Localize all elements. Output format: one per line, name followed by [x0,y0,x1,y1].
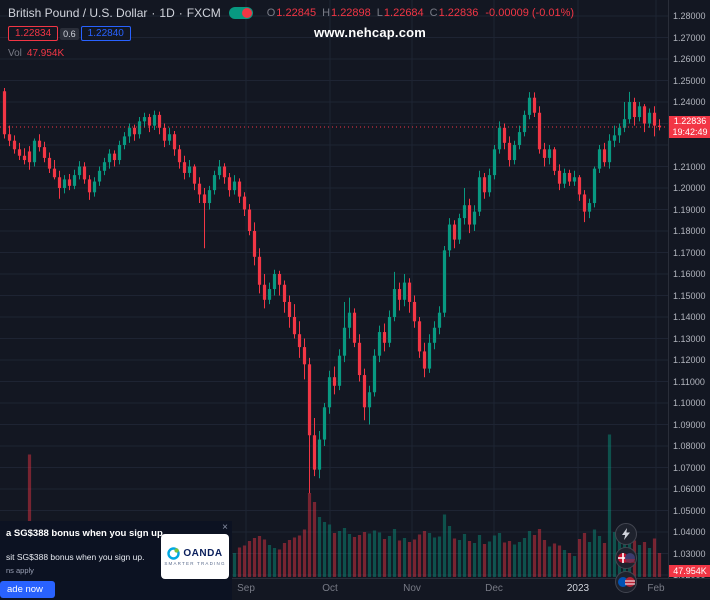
price-axis-label: 1.10000 [673,398,706,408]
ad-brand-name: OANDA [183,548,223,559]
price-axis-label: 1.18000 [673,226,706,236]
price-axis-label: 1.20000 [673,183,706,193]
gbpusd-flags-icon [617,553,635,563]
time-axis-label: Feb [647,583,665,594]
price-axis-label: 1.27000 [673,32,706,43]
separator: · [151,6,156,20]
spread-label: 0.6 [60,27,79,40]
bar-countdown: 19:42:49 [672,127,708,138]
watermark-url: www.nehcap.com [313,25,427,40]
price-axis-label: 1.04000 [673,527,706,537]
ad-banner: × a SG$388 bonus when you sign up. sit S… [0,521,232,600]
volume-readout: Vol 47.954K [8,48,574,59]
price-axis-label: 1.06000 [673,484,706,494]
toggle-knob-icon [241,8,252,18]
price-axis-label: 1.09000 [673,419,706,430]
high-label: H [322,7,331,19]
lightning-icon [622,528,630,540]
time-axis-label: Nov [403,583,421,594]
symbol-flags-button[interactable] [615,547,637,569]
separator: · [178,6,183,20]
eurusd-flags-icon [617,577,635,587]
ad-subtext: sit SG$388 bonus when you sign up. [6,552,145,562]
change-value: -0.00009 (-0.01%) [485,7,575,19]
symbol-flags-button-2[interactable] [615,571,637,593]
interval-label[interactable]: 1D [159,6,175,20]
low-value: 1.22684 [383,7,424,19]
price-axis-label: 1.16000 [673,269,706,279]
time-axis-label: Oct [322,583,338,594]
sell-bid-button[interactable]: 1.22834 [8,26,59,41]
close-label: C [429,7,438,19]
price-axis-label: 1.19000 [673,204,706,215]
ohlc-readout: O 1.22845 H 1.22898 L 1.22684 C 1.22836 -0.0… [261,7,574,19]
open-value: 1.22845 [276,7,317,19]
open-label: O [266,7,276,19]
price-axis[interactable]: 1.22836 19:42:49 47.954K 1.28000 1.27000 1… [668,0,710,580]
exchange-label[interactable]: FXCM [186,6,221,20]
price-axis-label: 1.08000 [673,441,706,451]
ad-headline: a SG$388 bonus when you sign up. [6,528,166,539]
price-axis-label: 1.12000 [673,355,706,365]
close-value: 1.22836 [438,7,479,19]
price-axis-label: 1.14000 [673,312,706,322]
low-label: L [376,7,383,19]
floating-buttons [615,523,637,593]
chart-legend: British Pound / U.S. Dollar · 1D · FXCM … [8,6,574,59]
time-axis-label: Sep [237,583,255,594]
close-icon[interactable]: × [222,522,228,533]
price-axis-label: 1.24000 [673,97,706,107]
price-axis-label: 1.21000 [673,161,706,172]
price-axis-label: 1.15000 [673,290,706,301]
price-axis-label: 1.07000 [673,462,706,473]
ad-brand-tagline: SMARTER TRADING [164,561,226,566]
ad-advertiser-card[interactable]: OANDA SMARTER TRADING [161,534,229,579]
ad-cta-button[interactable]: ade now [0,581,55,598]
symbol-title[interactable]: British Pound / U.S. Dollar [8,6,148,20]
volume-value: 47.954K [26,48,65,59]
current-price-value: 1.22836 [673,116,707,127]
instant-trade-button[interactable] [615,523,637,545]
buy-ask-button[interactable]: 1.22840 [80,26,131,41]
current-price-label: 1.22836 19:42:49 [669,116,710,139]
price-axis-label: 1.25000 [673,75,706,86]
ad-terms: ns apply [6,566,34,575]
price-axis-label: 1.03000 [673,548,706,559]
volume-label: Vol [8,48,22,59]
buy-sell-toggle[interactable] [228,7,253,19]
price-axis-label: 1.17000 [673,247,706,258]
volume-axis-label: 47.954K [669,565,710,577]
time-axis-label: 2023 [566,583,590,594]
candlestick-chart[interactable] [0,0,668,578]
price-axis-label: 1.28000 [673,11,706,21]
price-axis-label: 1.13000 [673,333,706,344]
price-axis-label: 1.05000 [673,505,706,516]
time-axis-label: Dec [485,583,503,594]
oanda-logo-icon [167,547,181,560]
price-axis-label: 1.11000 [673,376,705,387]
high-value: 1.22898 [331,7,371,19]
price-axis-label: 1.26000 [673,54,706,64]
